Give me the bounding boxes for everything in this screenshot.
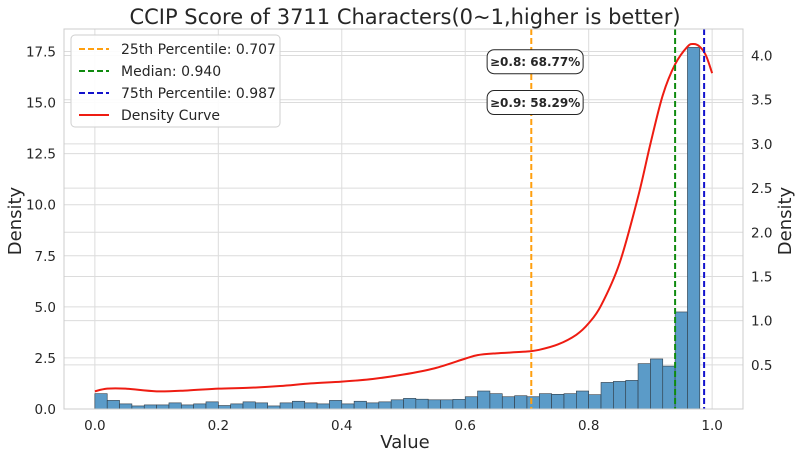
histogram-bar — [687, 47, 701, 410]
histogram-bar — [341, 403, 355, 410]
y-right-tick-label: 3.5 — [751, 93, 772, 109]
y-left-tick-label: 5.0 — [35, 300, 56, 316]
y-left-tick-label: 2.5 — [35, 351, 56, 367]
histogram-bar — [427, 399, 441, 410]
legend-entry: Density Curve — [121, 108, 220, 124]
histogram-bar — [378, 401, 392, 410]
histogram-bar — [477, 390, 491, 410]
histogram-bar — [366, 402, 380, 410]
y-right-tick-label: 4.0 — [751, 49, 772, 65]
histogram-bar — [205, 401, 219, 410]
histogram-bar — [292, 400, 306, 410]
histogram-bar — [168, 402, 182, 410]
x-tick-label: 0.0 — [84, 418, 105, 434]
y-left-tick-label: 17.5 — [26, 44, 56, 60]
histogram-bar — [403, 398, 417, 410]
histogram-bar — [230, 403, 244, 410]
histogram-bar — [218, 405, 231, 410]
histogram-bar — [625, 380, 639, 410]
histogram-bar — [353, 400, 367, 410]
y-left-tick-label: 10.0 — [26, 198, 56, 214]
histogram-bar — [119, 403, 133, 410]
histogram-bar — [650, 358, 664, 410]
histogram-bar — [538, 393, 552, 410]
histogram-bar — [514, 395, 528, 410]
histogram-bar — [415, 398, 429, 410]
histogram-bar — [489, 393, 503, 410]
histogram-bar — [526, 396, 540, 410]
y-right-tick-label: 3.0 — [751, 137, 772, 153]
y-right-tick-label: 1.0 — [751, 314, 772, 330]
histogram-bar — [563, 393, 577, 410]
x-tick-label: 0.6 — [454, 418, 475, 434]
density-curve-group — [94, 42, 714, 393]
histogram-bar — [452, 399, 466, 410]
histogram-bar — [662, 365, 676, 410]
y-left-tick-label: 7.5 — [35, 249, 56, 265]
histogram-bar — [193, 403, 207, 410]
annotation-label: ≥0.8: 68.77% — [490, 55, 580, 69]
y-left-axis-ticks: 0.0 2.5 5.0 7.5 10.0 12.5 15.0 17.5 — [26, 44, 56, 418]
annotations: ≥0.8: 68.77% ≥0.9: 58.29% — [486, 49, 584, 116]
legend-entry: Median: 0.940 — [121, 64, 221, 80]
histogram-bar — [279, 402, 293, 410]
histogram-bar — [390, 399, 404, 410]
y-left-tick-label: 12.5 — [26, 147, 56, 163]
histogram-bar — [94, 393, 108, 410]
density-curve-line — [94, 42, 714, 393]
x-axis-ticks: 0.0 0.2 0.4 0.6 0.8 1.0 — [84, 418, 723, 434]
legend-entry: 75th Percentile: 0.987 — [121, 86, 276, 102]
x-tick-label: 0.4 — [331, 418, 352, 434]
histogram-bar — [106, 400, 120, 410]
histogram-bar — [156, 404, 170, 410]
histogram-bar — [440, 399, 454, 410]
histogram-bar — [637, 363, 651, 410]
x-axis-label: Value — [380, 432, 429, 453]
chart-title: CCIP Score of 3711 Characters(0~1,higher… — [129, 5, 680, 29]
histogram-bar — [242, 401, 256, 410]
y-right-tick-label: 2.5 — [751, 181, 772, 197]
legend-box — [70, 34, 281, 128]
legend: 25th Percentile: 0.707 Median: 0.940 75th … — [70, 34, 281, 128]
y-left-tick-label: 0.0 — [35, 402, 56, 418]
annotation-box — [486, 90, 584, 116]
histogram-bar — [255, 402, 268, 410]
x-tick-label: 0.2 — [208, 418, 229, 434]
histogram-bar — [674, 311, 688, 410]
histogram-bars — [94, 47, 701, 410]
histogram-bar — [613, 381, 627, 410]
y-right-axis-label: Density — [775, 186, 796, 255]
histogram-bar — [143, 404, 157, 410]
histogram-bar — [304, 402, 318, 410]
histogram-bar — [588, 394, 602, 410]
plot-frame — [63, 28, 744, 410]
y-right-tick-label: 0.5 — [751, 358, 772, 374]
histogram-bar — [501, 396, 515, 410]
x-tick-label: 0.8 — [578, 418, 599, 434]
y-right-axis-ticks: 0.5 1.0 1.5 2.0 2.5 3.0 3.5 4.0 — [751, 49, 772, 374]
histogram-bar — [600, 382, 614, 410]
annotation-label: ≥0.9: 58.29% — [490, 96, 580, 110]
grid — [64, 29, 743, 410]
x-tick-label: 1.0 — [701, 418, 722, 434]
legend-entry: 25th Percentile: 0.707 — [121, 42, 276, 58]
histogram-bar — [551, 393, 565, 410]
y-left-tick-label: 15.0 — [26, 96, 56, 112]
histogram-bar — [576, 390, 589, 410]
histogram-bar — [316, 403, 330, 410]
histogram-bar — [329, 400, 343, 410]
histogram-bar — [464, 396, 478, 410]
histogram-bar — [180, 404, 194, 410]
y-right-tick-label: 1.5 — [751, 269, 772, 285]
y-left-axis-label: Density — [5, 186, 26, 255]
y-right-tick-label: 2.0 — [751, 225, 772, 241]
annotation-box — [486, 49, 584, 75]
